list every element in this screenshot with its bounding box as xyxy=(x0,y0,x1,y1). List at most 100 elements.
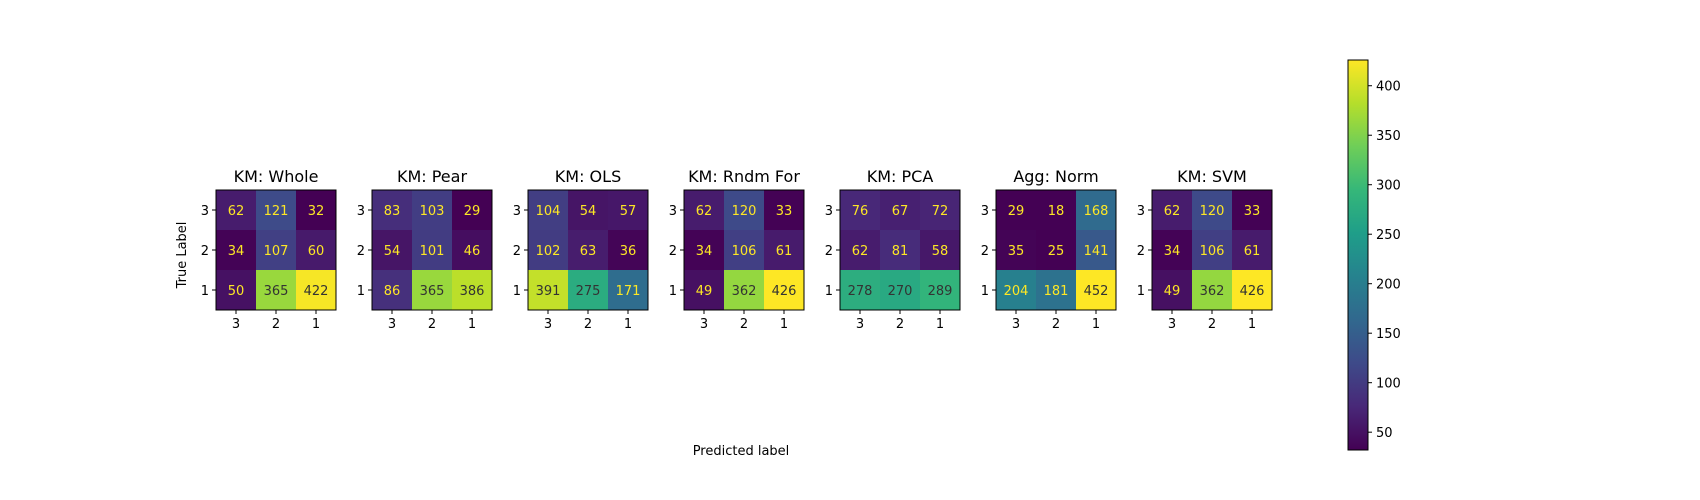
heatmap-cell xyxy=(256,230,296,270)
x-tick-label: 2 xyxy=(272,317,280,332)
colorbar-tick-label: 150 xyxy=(1376,327,1401,342)
x-tick-label: 2 xyxy=(1208,317,1216,332)
colorbar-tick-label: 300 xyxy=(1376,179,1401,194)
cell-value-label: 67 xyxy=(892,204,909,219)
confusion-matrix-panel: KM: OLS 104 54 57 102 63 36 391 275 171 3 2 1 3 2 1 xyxy=(513,167,649,332)
heatmap-cell xyxy=(568,270,608,310)
heatmap-cell xyxy=(1232,230,1272,270)
heatmap-cell xyxy=(608,230,648,270)
x-tick-label: 3 xyxy=(700,317,708,332)
heatmap-cell xyxy=(724,190,764,230)
heatmap-cell xyxy=(684,190,724,230)
heatmap-cell xyxy=(568,230,608,270)
cell-value-label: 275 xyxy=(576,284,601,299)
cell-value-label: 18 xyxy=(1048,204,1065,219)
heatmap-cell xyxy=(1036,230,1076,270)
x-tick-label: 2 xyxy=(896,317,904,332)
cell-value-label: 62 xyxy=(852,244,869,259)
heatmap-cell xyxy=(608,270,648,310)
cell-value-label: 106 xyxy=(1200,244,1225,259)
cell-value-label: 181 xyxy=(1044,284,1069,299)
heatmap-cell xyxy=(764,230,804,270)
cell-value-label: 391 xyxy=(536,284,561,299)
y-tick-label: 3 xyxy=(201,204,209,219)
heatmap-cell xyxy=(1076,230,1116,270)
cell-value-label: 58 xyxy=(932,244,949,259)
x-tick-label: 1 xyxy=(624,317,632,332)
heatmap-cell xyxy=(684,270,724,310)
cell-value-label: 62 xyxy=(696,204,713,219)
panel-title: KM: Whole xyxy=(234,167,319,186)
heatmap-cell xyxy=(840,230,880,270)
x-tick-label: 1 xyxy=(468,317,476,332)
cell-value-label: 62 xyxy=(228,204,245,219)
cell-value-label: 362 xyxy=(732,284,757,299)
heatmap-cell xyxy=(996,230,1036,270)
cell-value-label: 121 xyxy=(264,204,289,219)
cell-value-label: 61 xyxy=(776,244,793,259)
heatmap-cell xyxy=(920,270,960,310)
cell-value-label: 386 xyxy=(460,284,485,299)
cell-value-label: 76 xyxy=(852,204,869,219)
y-tick-label: 3 xyxy=(981,204,989,219)
cell-value-label: 104 xyxy=(536,204,561,219)
heatmap-cell xyxy=(256,270,296,310)
cell-value-label: 33 xyxy=(1244,204,1261,219)
cell-value-label: 33 xyxy=(776,204,793,219)
x-tick-label: 3 xyxy=(856,317,864,332)
cell-value-label: 452 xyxy=(1084,284,1109,299)
cell-value-label: 81 xyxy=(892,244,909,259)
y-tick-label: 3 xyxy=(513,204,521,219)
y-tick-label: 1 xyxy=(981,284,989,299)
confusion-matrix-panel: KM: Pear 83 103 29 54 101 46 86 365 386 3 2 1 3 2 1 xyxy=(357,167,493,332)
colorbar-tick-label: 50 xyxy=(1376,426,1393,441)
colorbar-tick-label: 250 xyxy=(1376,228,1401,243)
heatmap-cell xyxy=(880,190,920,230)
cell-value-label: 101 xyxy=(420,244,445,259)
colorbar: 50 100 150 200 250 300 350 400 xyxy=(1347,59,1401,451)
x-tick-label: 3 xyxy=(1012,317,1020,332)
y-tick-label: 1 xyxy=(201,284,209,299)
cell-value-label: 362 xyxy=(1200,284,1225,299)
heatmap-cell xyxy=(724,230,764,270)
colorbar-tick-label: 100 xyxy=(1376,377,1401,392)
heatmap-cell xyxy=(1076,190,1116,230)
x-tick-label: 3 xyxy=(232,317,240,332)
y-tick-label: 1 xyxy=(825,284,833,299)
cell-value-label: 270 xyxy=(888,284,913,299)
heatmap-cell xyxy=(372,230,412,270)
heatmap-cell xyxy=(840,270,880,310)
heatmap-cell xyxy=(1036,270,1076,310)
heatmap-cell xyxy=(880,270,920,310)
colorbar-frame xyxy=(1347,59,1369,451)
heatmap-cell xyxy=(1232,190,1272,230)
y-tick-label: 2 xyxy=(357,244,365,259)
panel-title: KM: SVM xyxy=(1177,167,1247,186)
cell-value-label: 365 xyxy=(264,284,289,299)
cell-value-label: 107 xyxy=(264,244,289,259)
colorbar-gradient xyxy=(1348,60,1368,450)
cell-value-label: 54 xyxy=(384,244,401,259)
heatmap-cell xyxy=(412,190,452,230)
cell-value-label: 83 xyxy=(384,204,401,219)
cell-value-label: 63 xyxy=(580,244,597,259)
heatmap-cell xyxy=(372,270,412,310)
colorbar-tick-label: 350 xyxy=(1376,129,1401,144)
heatmap-cell xyxy=(1192,190,1232,230)
x-axis-label: Predicted label xyxy=(693,444,790,459)
heatmap-cell xyxy=(216,270,256,310)
cell-value-label: 32 xyxy=(308,204,325,219)
cell-value-label: 25 xyxy=(1048,244,1065,259)
heatmap-cell xyxy=(1152,270,1192,310)
cell-value-label: 72 xyxy=(932,204,949,219)
heatmap-cell xyxy=(1076,270,1116,310)
y-tick-label: 2 xyxy=(981,244,989,259)
heatmap-cell xyxy=(920,230,960,270)
heatmap-cell xyxy=(372,190,412,230)
y-tick-label: 2 xyxy=(201,244,209,259)
confusion-matrix-panel: KM: PCA 76 67 72 62 81 58 278 270 289 3 2 1 3 2 1 xyxy=(825,167,961,332)
heatmap-cell xyxy=(1152,230,1192,270)
cell-value-label: 46 xyxy=(464,244,481,259)
cell-value-label: 34 xyxy=(696,244,713,259)
x-tick-label: 3 xyxy=(388,317,396,332)
